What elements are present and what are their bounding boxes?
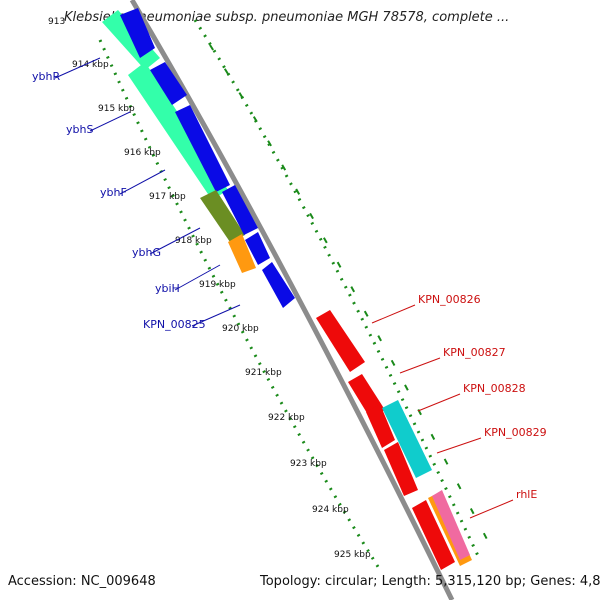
scale-label: 918 kbp [175, 236, 212, 246]
scale-label: 919 kbp [199, 280, 236, 290]
gene-KPN00828[interactable] [366, 404, 395, 448]
gene-blue-2[interactable] [150, 62, 187, 105]
scale-label: 917 kbp [149, 192, 186, 202]
scale-label: 922 kbp [268, 413, 305, 423]
gc-dotted-right [193, 19, 482, 561]
gene-label-ybhF[interactable]: ybhF [100, 186, 127, 199]
gene-label-ybhG[interactable]: ybhG [132, 246, 161, 259]
gene-blue-6[interactable] [262, 262, 295, 308]
forward-genes [102, 8, 295, 308]
scale-label: 924 kbp [312, 505, 349, 515]
reverse-labels: KPN_00826 KPN_00827 KPN_00828 KPN_00829 rhlE [371, 293, 547, 519]
gene-KPN00826[interactable] [316, 310, 365, 372]
gene-ybiH-segment[interactable] [228, 234, 256, 273]
gene-label-ybhS[interactable]: ybhS [66, 123, 93, 136]
gene-ybhG-segment[interactable] [200, 190, 245, 242]
leader-line [119, 169, 166, 195]
scale-label: 915 kbp [98, 104, 135, 114]
gene-label-KPN_00828[interactable]: KPN_00828 [463, 382, 526, 395]
leader-line [149, 227, 201, 255]
leader-line [469, 499, 514, 519]
reverse-genes [316, 310, 472, 570]
gene-ybhR-segment[interactable] [102, 10, 160, 70]
gene-blue-4[interactable] [222, 185, 258, 235]
gene-blue-1[interactable] [120, 8, 155, 58]
leader-line [89, 111, 131, 132]
leader-line [399, 357, 441, 374]
gene-label-KPN_00825[interactable]: KPN_00825 [143, 318, 206, 331]
scale-label: 914 kbp [72, 60, 109, 70]
gene-KPN00829-cyan[interactable] [382, 400, 432, 478]
scale-label: 925 kbp [334, 550, 371, 560]
scale-label: 920 kbp [222, 324, 259, 334]
map-title: Klebsiella pneumoniae subsp. pneumoniae … [64, 10, 510, 25]
leader-line [191, 304, 241, 327]
scale-label: 913 [48, 17, 65, 27]
gene-blue-3[interactable] [175, 105, 230, 192]
gene-label-rhlE[interactable]: rhlE [516, 488, 537, 501]
gene-label-ybiH[interactable]: ybiH [155, 282, 180, 295]
leader-line [371, 304, 416, 324]
scale-labels: 913 914 kbp 915 kbp 916 kbp 917 kbp 918 kbp 91… [48, 17, 371, 560]
gene-red-6[interactable] [412, 500, 455, 570]
backbone-arc [129, 0, 455, 600]
gc-dashes-right [209, 44, 491, 546]
gene-label-KPN_00827[interactable]: KPN_00827 [443, 346, 506, 359]
leader-line [417, 393, 461, 412]
gene-red-5[interactable] [384, 442, 418, 496]
scale-label: 921 kbp [245, 368, 282, 378]
forward-labels: ybhR ybhS ybhF ybhG ybiH KPN_00825 [32, 57, 241, 331]
leader-line [436, 437, 482, 454]
scale-label: 916 kbp [124, 148, 161, 158]
gene-label-KPN_00829[interactable]: KPN_00829 [484, 426, 547, 439]
leader-line [54, 57, 101, 79]
leader-line [174, 264, 221, 291]
gene-blue-5[interactable] [245, 232, 270, 265]
gene-label-ybhR[interactable]: ybhR [32, 70, 60, 83]
scale-label: 923 kbp [290, 459, 327, 469]
topology-text: Topology: circular; Length: 5,315,120 bp… [260, 574, 600, 589]
gene-label-KPN_00826[interactable]: KPN_00826 [418, 293, 481, 306]
accession-text: Accession: NC_009648 [8, 574, 156, 589]
gene-rhlE-pink[interactable] [432, 490, 470, 560]
